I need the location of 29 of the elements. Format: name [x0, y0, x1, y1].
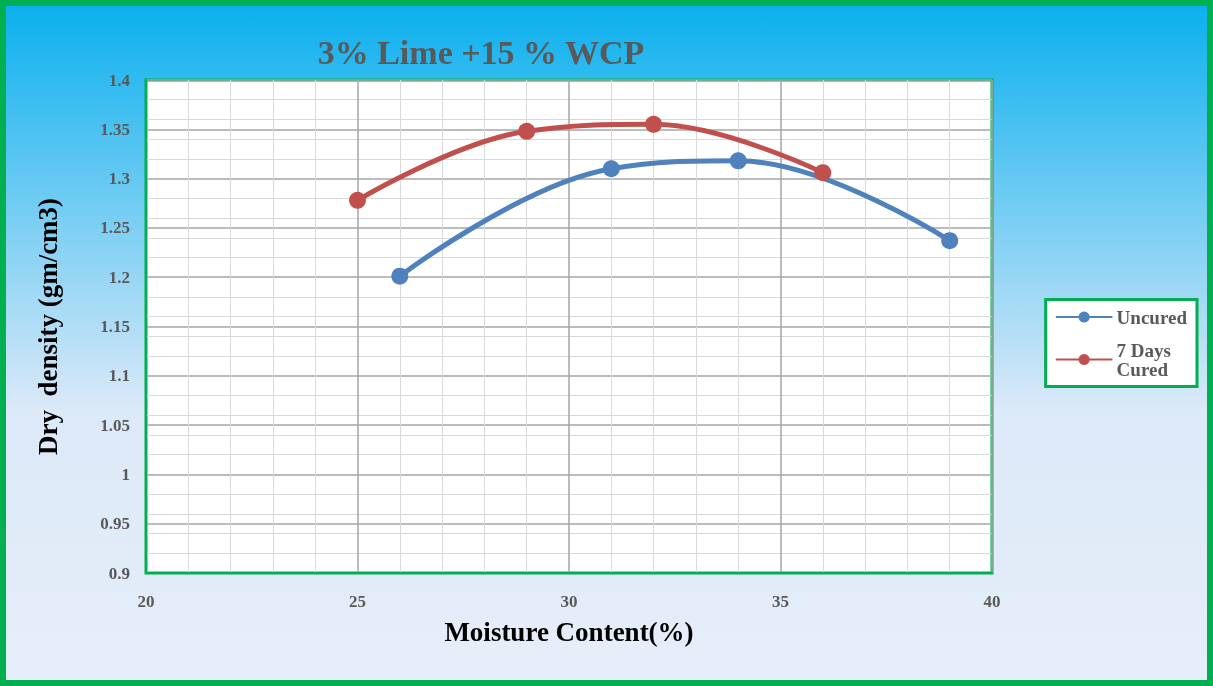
legend-label: 7 Days Cured [1116, 339, 1176, 380]
y-tick-label: 1.4 [108, 70, 131, 90]
x-axis-title: Moisture Content(%) [444, 616, 694, 647]
point [645, 115, 663, 133]
y-tick-label: 1.05 [100, 415, 130, 435]
y-tick-label: 1.2 [108, 267, 130, 287]
point [941, 232, 959, 250]
x-tick-label: 35 [772, 592, 789, 611]
legend-label: Uncured [1116, 306, 1188, 328]
point [391, 267, 409, 285]
x-tick-label: 40 [983, 592, 1001, 611]
x-tick-label: 20 [137, 592, 155, 611]
y-tick-label: 1 [121, 464, 130, 484]
y-tick-label: 1.25 [100, 218, 130, 238]
y-tick-label: 1.35 [100, 119, 130, 139]
x-tick-label: 30 [560, 592, 578, 611]
y-tick-label: 1.1 [108, 366, 130, 386]
chart-title: 3% Lime +15 % WCP [317, 33, 645, 71]
point [602, 160, 620, 178]
y-tick-label: 0.9 [108, 563, 130, 583]
point [729, 152, 747, 170]
y-tick-label: 1.3 [108, 169, 130, 189]
point [518, 122, 536, 140]
y-tick-label: 1.15 [100, 317, 130, 336]
point [814, 164, 832, 182]
x-tick-label: 25 [349, 592, 366, 611]
y-tick-label: 0.95 [100, 514, 130, 534]
point [349, 191, 366, 209]
y-axis-title: Dry density (gm/cm3) [32, 197, 63, 456]
